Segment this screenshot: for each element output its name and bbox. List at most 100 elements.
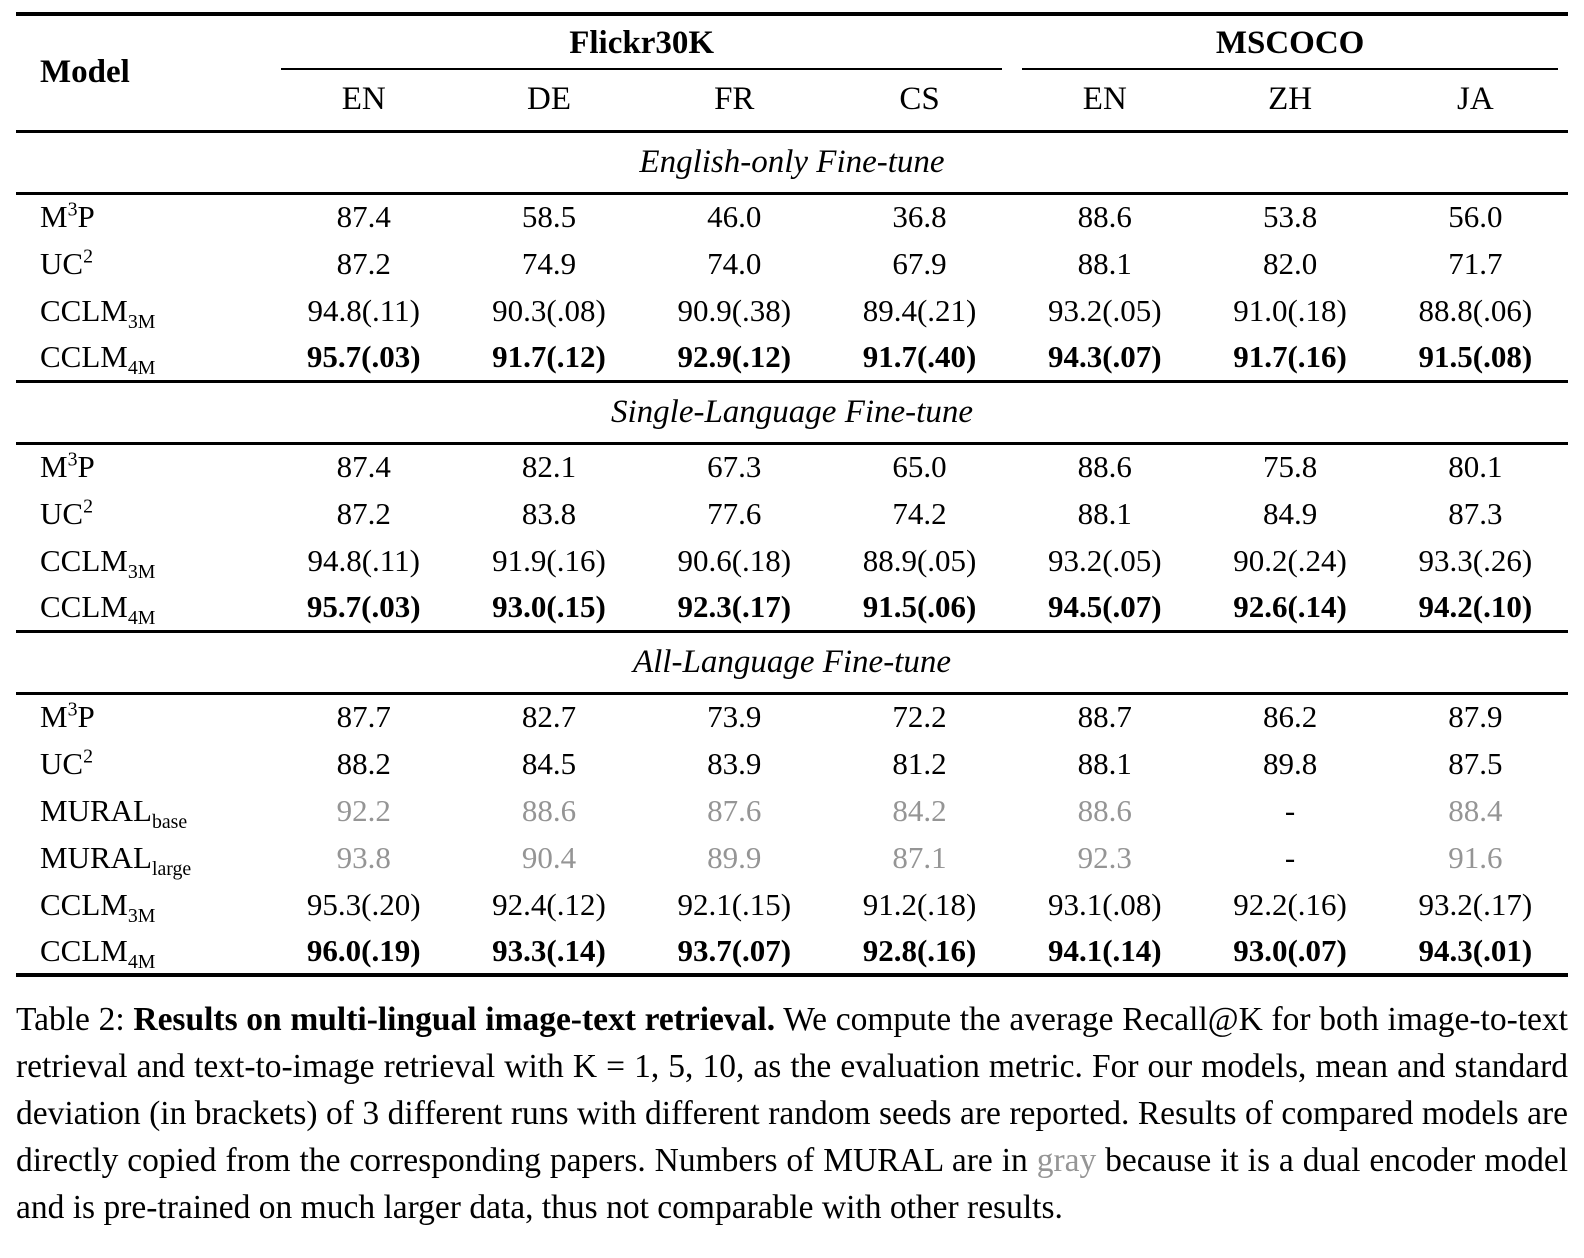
table-row: UC2 87.2 74.9 74.0 67.9 88.1 82.0 71.7: [16, 240, 1568, 287]
value-cell: 71.7: [1448, 245, 1503, 281]
value-cell: 86.2: [1262, 699, 1318, 735]
model-name-subscript: 4M: [127, 606, 156, 629]
column-header-mscoco-ja: JA: [1382, 70, 1568, 133]
value-cell: 94.5(.07): [1047, 588, 1162, 624]
value-cell: 88.6: [1077, 449, 1132, 485]
table-row: CCLM4M 95.7(.03) 93.0(.15) 92.3(.17) 91.5(.0…: [16, 584, 1568, 631]
table-caption: Table 2: Results on multi-lingual image-…: [16, 997, 1568, 1231]
model-name-text: M: [40, 699, 68, 735]
model-name-text: MURAL: [40, 839, 152, 875]
table-row: M3P 87.4 58.5 46.0 36.8 88.6 53.8 56.0: [16, 193, 1568, 240]
model-name: CCLM4M: [16, 334, 271, 381]
model-name-superscript: 3: [67, 698, 78, 721]
value-cell: 94.3(.01): [1382, 928, 1568, 977]
value-cell: 93.2(.05): [1047, 292, 1162, 328]
value-cell: 87.3: [1448, 495, 1503, 531]
value-cell: 91.7(.12): [492, 338, 606, 374]
column-header-mscoco-en: EN: [1012, 70, 1198, 133]
model-name-subscript: 3M: [127, 904, 156, 927]
value-cell: 90.2(.24): [1233, 542, 1347, 578]
caption-body-1: We compute the average Recall@K for both…: [16, 1001, 1568, 1179]
value-cell: 77.6: [707, 495, 762, 531]
value-cell: 74.2: [892, 495, 947, 531]
caption-title: Results on multi-lingual image-text retr…: [133, 1001, 776, 1038]
model-name-text: MURAL: [40, 792, 152, 828]
table-row: CCLM4M 95.7(.03) 91.7(.12) 92.9(.12) 91.7(.4…: [16, 334, 1568, 381]
model-name-superscript: 2: [83, 495, 93, 518]
value-cell: 81.2: [892, 745, 947, 781]
caption-body-2: because it is a dual encoder model and i…: [16, 1141, 1569, 1226]
value-cell: -: [1284, 839, 1296, 875]
column-header-flickr-en: EN: [271, 70, 457, 133]
column-header-flickr-cs: CS: [826, 70, 1013, 133]
value-cell: 92.2: [336, 792, 391, 828]
table-row: CCLM4M 96.0(.19) 93.3(.14) 93.7(.07) 92.8(.1…: [16, 928, 1568, 977]
section-title-row: English-only Fine-tune: [16, 129, 1568, 195]
table-row: UC2 87.2 83.8 77.6 74.2 88.1 84.9 87.3: [16, 490, 1568, 537]
model-name-text: P: [77, 699, 95, 735]
value-cell: 91.7(.16): [1233, 338, 1347, 374]
value-cell: 87.6: [707, 792, 762, 828]
value-cell: 93.7(.07): [641, 928, 827, 977]
table-row: CCLM3M 94.8(.11) 91.9(.16) 90.6(.18) 88.9(.0…: [16, 537, 1568, 584]
value-cell: 88.6: [1077, 792, 1132, 828]
value-cell: 92.4(.12): [492, 886, 606, 922]
value-cell: 88.1: [1077, 745, 1132, 781]
value-cell: 92.2(.16): [1233, 886, 1347, 922]
model-name-text: CCLM: [40, 932, 128, 968]
model-name-text: P: [77, 199, 95, 235]
value-cell: 91.6: [1448, 839, 1503, 875]
value-cell: 83.8: [521, 495, 577, 531]
value-cell: -: [1284, 792, 1296, 828]
value-cell: 93.0(.15): [492, 588, 606, 624]
model-name: M3P: [16, 693, 271, 740]
value-cell: 53.8: [1262, 199, 1318, 235]
model-name-subscript: base: [151, 810, 188, 833]
value-cell: 90.4: [521, 839, 577, 875]
value-cell: 88.1: [1077, 245, 1132, 281]
column-header-flickr-fr: FR: [641, 70, 827, 133]
value-cell: 94.1(.14): [1012, 928, 1198, 977]
value-cell: 72.2: [892, 699, 947, 735]
caption-gray-word: gray: [1036, 1141, 1097, 1179]
model-name: MURALlarge: [16, 834, 271, 881]
value-cell: 91.0(.18): [1233, 292, 1347, 328]
value-cell: 74.0: [707, 245, 762, 281]
value-cell: 75.8: [1262, 449, 1318, 485]
value-cell: 88.4: [1448, 792, 1503, 828]
model-name-text: UC: [40, 495, 84, 531]
value-cell: 58.5: [521, 199, 577, 235]
model-name-text: P: [77, 449, 95, 485]
model-name-subscript: large: [151, 857, 192, 880]
value-cell: 65.0: [892, 449, 947, 485]
model-name: UC2: [16, 490, 271, 537]
value-cell: 88.6: [1077, 199, 1132, 235]
value-cell: 87.1: [892, 839, 947, 875]
results-table: Model Flickr30K MSCOCO EN DE FR CS EN ZH…: [16, 12, 1568, 977]
model-name-superscript: 2: [83, 745, 93, 768]
model-column-header: Model: [16, 12, 272, 133]
value-cell: 91.9(.16): [492, 542, 606, 578]
value-cell: 90.3(.08): [492, 292, 606, 328]
value-cell: 89.9: [707, 839, 762, 875]
value-cell: 95.3(.20): [306, 886, 421, 922]
value-cell: 92.8(.16): [826, 928, 1013, 977]
value-cell: 87.2: [336, 495, 391, 531]
value-cell: 93.1(.08): [1047, 886, 1162, 922]
value-cell: 91.2(.18): [862, 886, 977, 922]
table-row: MURALbase 92.2 88.6 87.6 84.2 88.6 - 88.4: [16, 787, 1568, 834]
value-cell: 84.2: [892, 792, 947, 828]
value-cell: 92.3: [1077, 839, 1132, 875]
value-cell: 90.6(.18): [677, 542, 792, 578]
value-cell: 90.9(.38): [677, 292, 792, 328]
model-name-text: CCLM: [40, 292, 128, 328]
model-name: M3P: [16, 193, 271, 240]
model-name: M3P: [16, 443, 271, 490]
model-name-subscript: 4M: [127, 950, 156, 973]
value-cell: 87.9: [1448, 699, 1503, 735]
value-cell: 89.8: [1262, 745, 1318, 781]
table-row: UC2 88.2 84.5 83.9 81.2 88.1 89.8 87.5: [16, 740, 1568, 787]
caption-label: Table 2:: [16, 1001, 134, 1038]
value-cell: 84.9: [1262, 495, 1318, 531]
value-cell: 91.5(.08): [1418, 338, 1533, 374]
